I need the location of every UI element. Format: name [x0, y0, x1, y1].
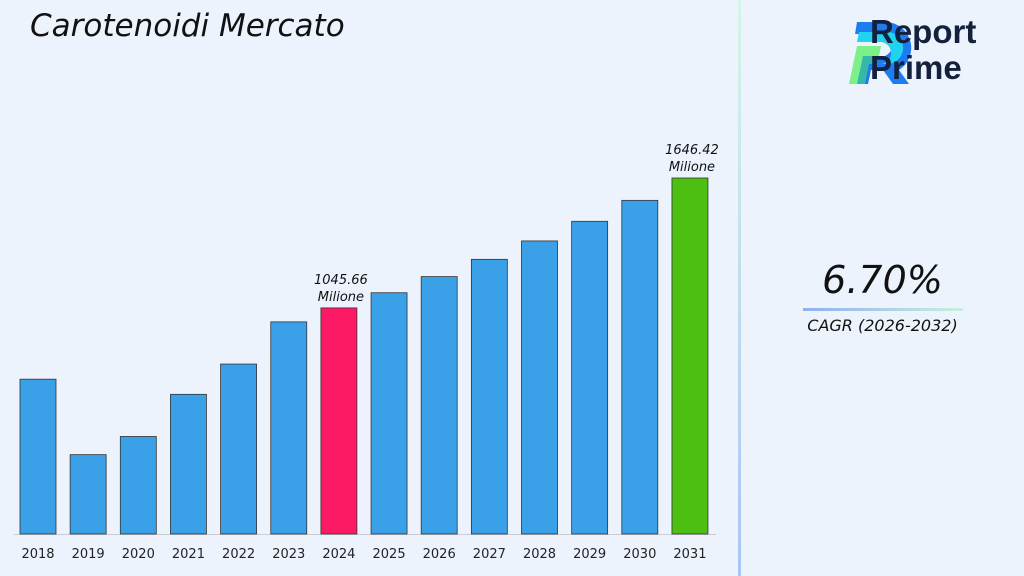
x-tick-label: 2026: [423, 547, 456, 562]
x-tick-label: 2028: [523, 547, 556, 562]
report-prime-logo-icon: [849, 22, 912, 84]
bar-2028: [521, 240, 558, 535]
brand-line-1: Report: [870, 13, 977, 50]
bar-2030: [621, 199, 659, 535]
x-tick-label: 2024: [322, 547, 355, 562]
bar-2019: [69, 454, 107, 535]
x-tick-label: 2020: [122, 547, 155, 562]
divider: [738, 0, 741, 576]
bar-2021: [170, 393, 207, 535]
bar-2022: [220, 363, 258, 535]
bar-2029: [571, 220, 609, 535]
data-label-unit: Milione: [669, 160, 715, 175]
bar-2024: [320, 307, 358, 535]
x-tick-label: 2030: [623, 547, 656, 562]
brand-name: Report Prime: [870, 14, 976, 86]
cagr-underline: [803, 308, 963, 311]
cagr-label: CAGR (2026-2032): [807, 316, 958, 335]
x-tick-label: 2027: [473, 547, 506, 562]
x-tick-label: 2023: [272, 547, 305, 562]
bar-2018: [19, 378, 57, 535]
bar-2023: [270, 321, 308, 535]
bar-2027: [470, 258, 508, 535]
data-label-value: 1646.42: [665, 143, 719, 158]
x-tick-label: 2018: [21, 547, 54, 562]
x-tick-label: 2022: [222, 547, 255, 562]
data-label-unit: Milione: [318, 290, 364, 305]
bar-2025: [370, 292, 408, 535]
bar-2020: [119, 436, 157, 535]
cagr-value: 6.70%: [822, 258, 943, 302]
x-tick-label: 2019: [72, 547, 105, 562]
x-tick-label: 2021: [172, 547, 205, 562]
x-tick-label: 2025: [373, 547, 406, 562]
data-label-value: 1045.66: [314, 273, 368, 288]
brand-line-2: Prime: [870, 49, 962, 86]
x-tick-label: 2031: [673, 547, 706, 562]
bar-2026: [420, 276, 458, 535]
bar-2031: [671, 177, 709, 535]
x-tick-label: 2029: [573, 547, 606, 562]
chart-title: Carotenoidi Mercato: [30, 8, 345, 44]
